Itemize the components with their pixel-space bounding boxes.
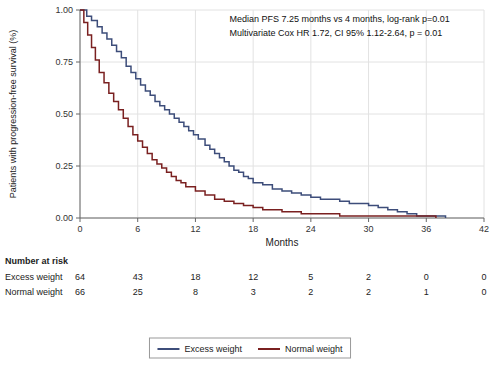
y-axis-label: Patients with progression-free survival … bbox=[8, 30, 18, 199]
x-axis-label: Months bbox=[266, 237, 299, 248]
x-tick-label: 42 bbox=[479, 224, 489, 234]
x-tick bbox=[310, 218, 311, 222]
annotation: Multivariate Cox HR 1.72, CI 95% 1.12-2.… bbox=[229, 28, 442, 38]
x-tick-label: 18 bbox=[248, 224, 258, 234]
risk-count: 0 bbox=[481, 272, 486, 282]
chart: 061218243036420.000.250.500.751.00Months… bbox=[0, 0, 500, 369]
risk-table-title: Number at risk bbox=[5, 256, 69, 266]
y-grid-line bbox=[80, 218, 484, 219]
y-grid-line bbox=[80, 62, 484, 63]
risk-count: 66 bbox=[75, 287, 85, 297]
y-tick-label: 0.00 bbox=[55, 213, 73, 223]
risk-count: 2 bbox=[366, 272, 371, 282]
y-grid-line bbox=[80, 166, 484, 167]
x-tick bbox=[195, 218, 196, 222]
risk-count: 64 bbox=[75, 272, 85, 282]
y-tick bbox=[76, 62, 80, 63]
y-axis-line bbox=[80, 10, 81, 218]
survival-curve bbox=[80, 10, 436, 218]
legend-swatch bbox=[258, 348, 280, 350]
grid bbox=[80, 10, 484, 218]
x-tick-label: 36 bbox=[421, 224, 431, 234]
x-tick-label: 12 bbox=[190, 224, 200, 234]
risk-count: 1 bbox=[424, 287, 429, 297]
x-grid-line bbox=[80, 10, 81, 218]
risk-count: 5 bbox=[308, 272, 313, 282]
y-tick bbox=[76, 218, 80, 219]
y-tick-label: 1.00 bbox=[55, 5, 73, 15]
y-grid-line bbox=[80, 114, 484, 115]
x-tick bbox=[426, 218, 427, 222]
risk-count: 2 bbox=[308, 287, 313, 297]
risk-count: 12 bbox=[248, 272, 258, 282]
y-grid-line bbox=[80, 10, 484, 11]
y-tick bbox=[76, 166, 80, 167]
risk-count: 43 bbox=[133, 272, 143, 282]
y-tick bbox=[76, 10, 80, 11]
y-tick-label: 0.50 bbox=[55, 109, 73, 119]
y-tick bbox=[76, 114, 80, 115]
annotation: Median PFS 7.25 months vs 4 months, log-… bbox=[229, 14, 449, 24]
x-tick-label: 24 bbox=[306, 224, 316, 234]
legend-swatch bbox=[157, 348, 179, 350]
legend-label: Excess weight bbox=[184, 344, 242, 354]
risk-count: 25 bbox=[133, 287, 143, 297]
y-tick-label: 0.75 bbox=[55, 57, 73, 67]
x-axis-line bbox=[80, 218, 484, 219]
y-tick-label: 0.25 bbox=[55, 161, 73, 171]
legend-label: Normal weight bbox=[285, 344, 343, 354]
x-tick bbox=[368, 218, 369, 222]
legend: Excess weight Normal weight bbox=[149, 338, 350, 358]
risk-row-label: Normal weight bbox=[5, 287, 63, 297]
risk-count: 2 bbox=[366, 287, 371, 297]
axes: 0 6 12 18 24 30 36 42 0.00 0.25 0.50 0.75 1.00 bbox=[55, 5, 489, 234]
risk-count: 0 bbox=[424, 272, 429, 282]
x-tick-label: 30 bbox=[364, 224, 374, 234]
risk-count: 18 bbox=[190, 272, 200, 282]
risk-count: 8 bbox=[193, 287, 198, 297]
x-tick-label: 6 bbox=[135, 224, 140, 234]
risk-count: 3 bbox=[251, 287, 256, 297]
x-tick bbox=[80, 218, 81, 222]
x-tick-label: 0 bbox=[77, 224, 82, 234]
risk-row-label: Excess weight bbox=[5, 272, 63, 282]
x-tick bbox=[253, 218, 254, 222]
risk-count: 0 bbox=[481, 287, 486, 297]
plot-area bbox=[80, 10, 446, 218]
x-tick bbox=[137, 218, 138, 222]
survival-curve bbox=[80, 10, 446, 218]
x-tick bbox=[484, 218, 485, 222]
legend-box bbox=[149, 338, 350, 358]
